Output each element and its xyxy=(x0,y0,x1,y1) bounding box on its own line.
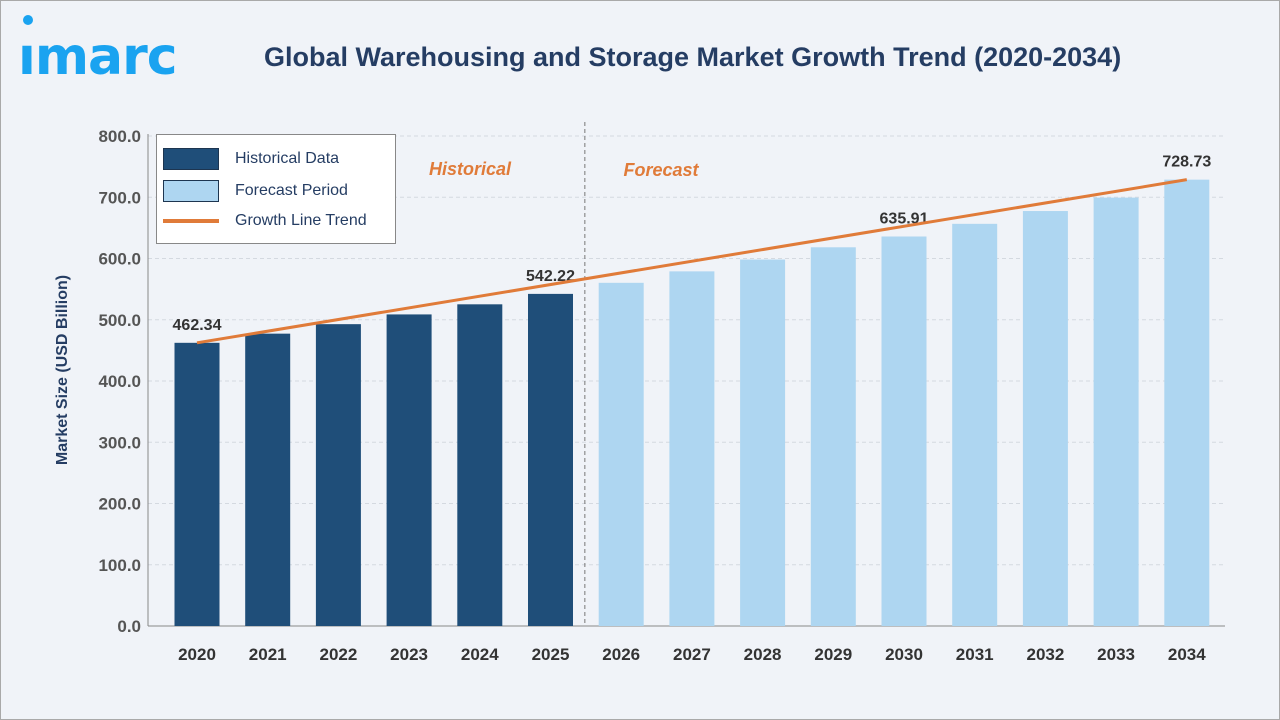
x-tick-label: 2025 xyxy=(532,645,570,664)
legend-swatch-historical xyxy=(163,148,219,170)
x-tick-label: 2030 xyxy=(885,645,923,664)
y-axis-label: Market Size (USD Billion) xyxy=(54,275,71,465)
x-tick-label: 2020 xyxy=(178,645,216,664)
bar-2031 xyxy=(952,223,998,626)
y-tick-label: 600.0 xyxy=(98,250,141,269)
bar-2032 xyxy=(1022,211,1068,626)
legend-item-forecast: Forecast Period xyxy=(163,180,348,202)
y-tick-label: 400.0 xyxy=(98,372,141,391)
imarc-logo: ımarc xyxy=(18,15,178,80)
bar-2021 xyxy=(245,333,291,626)
bar-2028 xyxy=(740,259,786,626)
growth-trend-line xyxy=(196,178,1188,345)
y-tick-label: 500.0 xyxy=(98,311,141,330)
bar-2020 xyxy=(174,342,220,626)
x-tick-label: 2024 xyxy=(461,645,499,664)
historical-annotation: Historical xyxy=(429,159,512,179)
y-tick-label: 700.0 xyxy=(98,188,141,207)
data-label: 728.73 xyxy=(1162,154,1211,171)
legend: Historical Data Forecast Period Growth L… xyxy=(156,134,396,244)
legend-label: Forecast Period xyxy=(235,182,348,199)
x-tick-label: 2023 xyxy=(390,645,428,664)
data-label: 542.22 xyxy=(526,268,575,285)
y-tick-label: 0.0 xyxy=(117,617,141,636)
y-tick-label: 300.0 xyxy=(98,433,141,452)
legend-swatch-forecast xyxy=(163,180,219,202)
legend-label: Historical Data xyxy=(235,150,340,167)
bar-2026 xyxy=(598,282,644,626)
x-tick-label: 2032 xyxy=(1026,645,1064,664)
bar-2029 xyxy=(810,247,856,626)
x-tick-label: 2027 xyxy=(673,645,711,664)
bar-2034 xyxy=(1164,179,1210,626)
x-tick-label: 2034 xyxy=(1168,645,1206,664)
bar-2024 xyxy=(457,304,503,626)
x-tick-label: 2031 xyxy=(956,645,994,664)
x-tick-label: 2021 xyxy=(249,645,287,664)
x-tick-label: 2029 xyxy=(814,645,852,664)
y-tick-label: 100.0 xyxy=(98,556,141,575)
svg-text:ımarc: ımarc xyxy=(18,27,177,80)
x-tick-label: 2022 xyxy=(319,645,357,664)
bar-2033 xyxy=(1093,197,1139,626)
bar-2022 xyxy=(315,324,361,626)
bar-2023 xyxy=(386,314,432,626)
legend-label: Growth Line Trend xyxy=(235,212,367,229)
legend-item-trend: Growth Line Trend xyxy=(163,212,367,230)
legend-swatch-trend xyxy=(163,219,219,223)
x-tick-label: 2026 xyxy=(602,645,640,664)
y-tick-label: 800.0 xyxy=(98,127,141,146)
legend-item-historical: Historical Data xyxy=(163,148,339,170)
x-tick-label: 2028 xyxy=(744,645,782,664)
chart-title: Global Warehousing and Storage Market Gr… xyxy=(264,42,1122,72)
bar-2030 xyxy=(881,236,927,626)
bar-2025 xyxy=(528,293,573,626)
y-tick-label: 200.0 xyxy=(98,495,141,514)
forecast-annotation: Forecast xyxy=(623,160,699,180)
x-tick-label: 2033 xyxy=(1097,645,1135,664)
data-label: 462.34 xyxy=(173,317,222,334)
bar-2027 xyxy=(669,271,715,626)
